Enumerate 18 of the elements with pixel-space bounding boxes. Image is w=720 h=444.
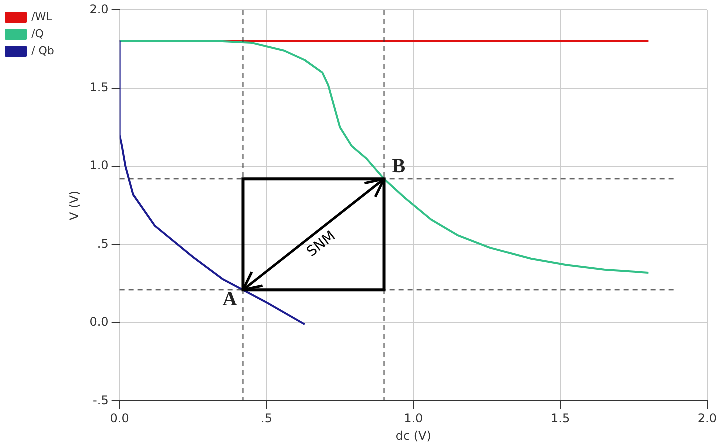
y-tick-label: 1.5 bbox=[90, 80, 109, 95]
x-tick-label: 2.0 bbox=[698, 412, 718, 426]
annotation: A bbox=[222, 288, 238, 310]
x-axis-title: dc (V) bbox=[396, 428, 432, 443]
y-tick-label: 0.0 bbox=[90, 315, 109, 330]
legend-label: /Q bbox=[32, 27, 44, 40]
x-tick-label: 1.0 bbox=[404, 412, 424, 426]
legend-label: / Qb bbox=[32, 44, 54, 58]
y-axis-title: V (V) bbox=[68, 190, 82, 221]
annotation: B bbox=[392, 155, 406, 178]
y-tick-label: .5 bbox=[97, 236, 109, 251]
y-tick-label: -.5 bbox=[93, 393, 109, 408]
x-tick-label: .5 bbox=[261, 412, 272, 426]
legend-label: /WL bbox=[32, 10, 54, 24]
x-tick-label: 1.5 bbox=[551, 412, 570, 426]
y-tick-label: 2.0 bbox=[90, 2, 109, 16]
y-tick-label: 1.0 bbox=[90, 158, 109, 173]
x-tick-label: 0.0 bbox=[110, 412, 130, 426]
